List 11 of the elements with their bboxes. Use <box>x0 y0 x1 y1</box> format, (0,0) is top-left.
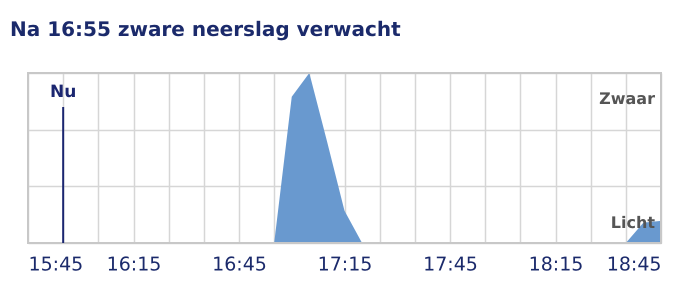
ref-line-label: Nu <box>50 82 76 102</box>
annotation: Zwaar <box>599 89 656 108</box>
x-tick-label: 17:45 <box>423 254 478 276</box>
chart-title: Na 16:55 zware neerslag verwacht <box>10 17 402 41</box>
x-tick-label: 16:45 <box>212 254 267 276</box>
x-tick-label: 15:45 <box>28 254 84 276</box>
annotation: Licht <box>610 213 656 232</box>
x-tick-label: 16:15 <box>106 254 162 276</box>
x-tick-label: 18:15 <box>528 254 584 276</box>
x-tick-label: 17:15 <box>318 254 372 276</box>
x-tick-label: 18:45 <box>606 254 662 276</box>
